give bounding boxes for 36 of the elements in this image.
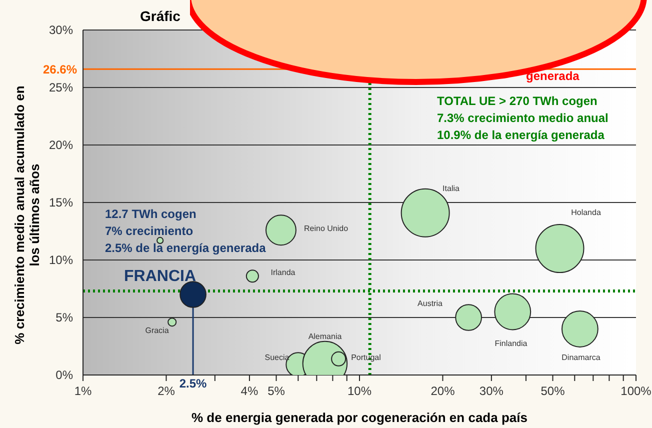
annotation: Portugal: [351, 353, 382, 362]
annotation: Austria: [418, 299, 443, 308]
y-axis-title: % crecimiento medio anual acumulado en los últimos años: [12, 86, 42, 344]
annotation: Suecia: [264, 353, 290, 362]
annotation: Holanda: [571, 208, 602, 217]
x-tick-label: 100%: [620, 384, 652, 398]
y-tick-label: 30%: [48, 23, 74, 37]
x-axis-title: % de energia generada por cogeneración en cada país: [192, 410, 528, 425]
annotation: Finlandia: [494, 339, 528, 348]
y-tick-label: 0%: [56, 368, 74, 382]
annotation: Reino Unido: [304, 224, 349, 233]
annotation: 12.7 TWh cogen 7% crecimiento 2.5% de la energía generada: [105, 207, 266, 255]
y-tick-label: 10%: [48, 253, 74, 267]
annotation: Dinamarca: [562, 353, 601, 362]
ref-line-label: 26.6%: [42, 62, 78, 76]
ref-line-label: 2.5%: [179, 376, 208, 391]
y-tick-label: 5%: [56, 310, 74, 324]
annotation: Italia: [442, 184, 460, 193]
y-tick-label: 25%: [48, 80, 74, 94]
y-tick-label: 20%: [48, 138, 74, 152]
annotation: Gracia: [145, 326, 170, 335]
annotation: Alemania: [308, 332, 342, 341]
x-tick-label: 1%: [74, 384, 92, 398]
x-tick-label: 4%: [240, 384, 258, 398]
x-tick-label: 2%: [158, 384, 176, 398]
x-tick-label: 30%: [479, 384, 504, 398]
annotation: generada: [526, 69, 580, 83]
x-tick-label: 10%: [347, 384, 372, 398]
annotation: FRANCIA: [124, 268, 196, 285]
chart-title: Gráfic: [140, 8, 180, 24]
x-tick-label: 5%: [268, 384, 286, 398]
annotation: Irlanda: [270, 268, 296, 277]
x-tick-label: 50%: [540, 384, 566, 398]
annotation: TOTAL UE > 270 TWh cogen 7.3% crecimiento medio anual 10.9% de la energía generada: [437, 94, 608, 142]
y-tick-label: 15%: [48, 196, 74, 210]
x-tick-label: 20%: [430, 384, 456, 398]
